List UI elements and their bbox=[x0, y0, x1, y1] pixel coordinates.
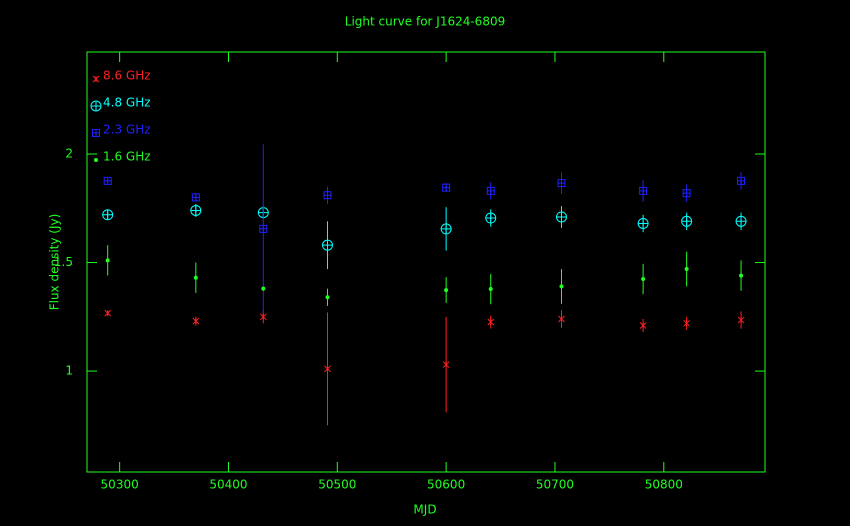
point bbox=[444, 288, 449, 293]
y-tick-label: 2 bbox=[65, 147, 73, 161]
point bbox=[485, 212, 497, 224]
x-tick-label: 50600 bbox=[427, 478, 465, 492]
point bbox=[323, 191, 332, 200]
legend-marker bbox=[92, 75, 100, 83]
point bbox=[737, 316, 745, 324]
point bbox=[637, 218, 649, 229]
legend-label: 2.3 GHz bbox=[103, 123, 151, 137]
point bbox=[103, 176, 112, 185]
point bbox=[442, 183, 451, 192]
point bbox=[684, 267, 689, 272]
point bbox=[639, 186, 648, 195]
point bbox=[105, 258, 110, 263]
x-tick-label: 50500 bbox=[318, 478, 356, 492]
point bbox=[259, 313, 267, 321]
point bbox=[192, 317, 200, 325]
legend-marker bbox=[92, 129, 100, 137]
point bbox=[555, 211, 567, 223]
chart-title: Light curve for J1624-6809 bbox=[345, 15, 505, 29]
point bbox=[739, 273, 744, 278]
point bbox=[190, 205, 202, 216]
point bbox=[325, 295, 330, 300]
point bbox=[440, 223, 452, 235]
x-tick-label: 50400 bbox=[209, 478, 247, 492]
x-tick-label: 50800 bbox=[645, 478, 683, 492]
y-axis-label: Flux density (Jy) bbox=[48, 214, 62, 311]
x-tick-label: 50700 bbox=[536, 478, 574, 492]
point bbox=[737, 176, 746, 185]
y-tick-label: 1 bbox=[65, 364, 73, 378]
point bbox=[261, 286, 266, 291]
point bbox=[735, 215, 747, 227]
legend-label: 4.8 GHz bbox=[103, 96, 151, 110]
point bbox=[193, 275, 198, 280]
point bbox=[488, 287, 493, 292]
point bbox=[104, 309, 112, 317]
point bbox=[486, 186, 495, 195]
point bbox=[322, 239, 334, 251]
point bbox=[442, 361, 450, 368]
point bbox=[682, 189, 691, 198]
point bbox=[191, 193, 200, 202]
point bbox=[641, 277, 646, 282]
point bbox=[683, 319, 690, 327]
x-axis-label: MJD bbox=[413, 503, 436, 517]
point bbox=[681, 215, 693, 227]
x-tick-label: 50300 bbox=[101, 478, 139, 492]
point bbox=[102, 209, 114, 221]
point bbox=[557, 179, 566, 188]
legend-marker bbox=[90, 100, 102, 112]
legend-label: 1.6 GHz bbox=[103, 150, 151, 164]
plot-frame bbox=[86, 51, 766, 473]
point bbox=[324, 365, 331, 373]
point bbox=[559, 284, 564, 289]
point bbox=[558, 315, 565, 323]
legend-label: 8.6 GHz bbox=[103, 69, 151, 83]
point bbox=[259, 224, 268, 233]
point bbox=[639, 322, 647, 329]
point bbox=[487, 318, 495, 326]
legend-marker bbox=[94, 158, 98, 162]
y-tick-label: 1.5 bbox=[54, 255, 73, 269]
